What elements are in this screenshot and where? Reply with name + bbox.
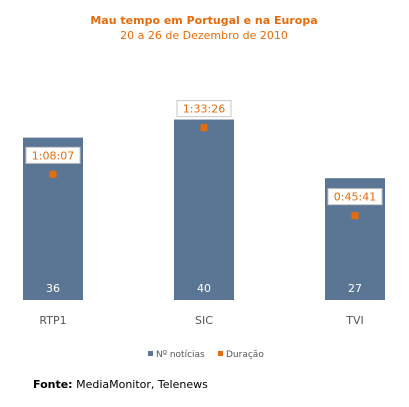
duration-label-box-rtp1	[25, 146, 81, 164]
duration-label-box-tvi	[327, 188, 383, 206]
bar-sic	[174, 119, 234, 300]
legend: Nº notícias Duração	[148, 350, 264, 360]
duration-marker-rtp1	[49, 170, 57, 178]
markers-layer: 1:08:07 1:33:26 0:45:41	[25, 100, 383, 220]
category-label-sic: SIC	[195, 314, 213, 327]
bar-value-label-rtp1: 36	[46, 282, 60, 295]
legend-swatch-n-not-cias	[148, 351, 153, 356]
duration-marker-sic	[200, 124, 208, 132]
legend-label-dura-o: Duração	[226, 350, 264, 360]
bar-rtp1	[23, 137, 83, 300]
duration-label-rtp1: 1:08:07	[32, 149, 74, 162]
category-label-rtp1: RTP1	[39, 314, 66, 327]
duration-label-sic: 1:33:26	[183, 103, 225, 116]
bar-value-label-sic: 40	[197, 282, 211, 295]
source-label: Fonte:	[33, 378, 73, 391]
legend-swatch-dura-o	[218, 351, 223, 356]
source-line: Fonte: MediaMonitor, Telenews	[33, 378, 208, 391]
duration-label-tvi: 0:45:41	[334, 191, 376, 204]
category-label-tvi: TVI	[345, 314, 364, 327]
chart-title: Mau tempo em Portugal e na Europa	[90, 14, 317, 27]
bar-value-label-tvi: 27	[348, 282, 362, 295]
duration-label-box-sic	[176, 100, 232, 118]
chart-subtitle: 20 a 26 de Dezembro de 2010	[120, 29, 288, 42]
duration-marker-tvi	[351, 212, 359, 220]
legend-label-n-not-cias: Nº notícias	[156, 350, 205, 360]
source-text: MediaMonitor, Telenews	[76, 378, 208, 391]
